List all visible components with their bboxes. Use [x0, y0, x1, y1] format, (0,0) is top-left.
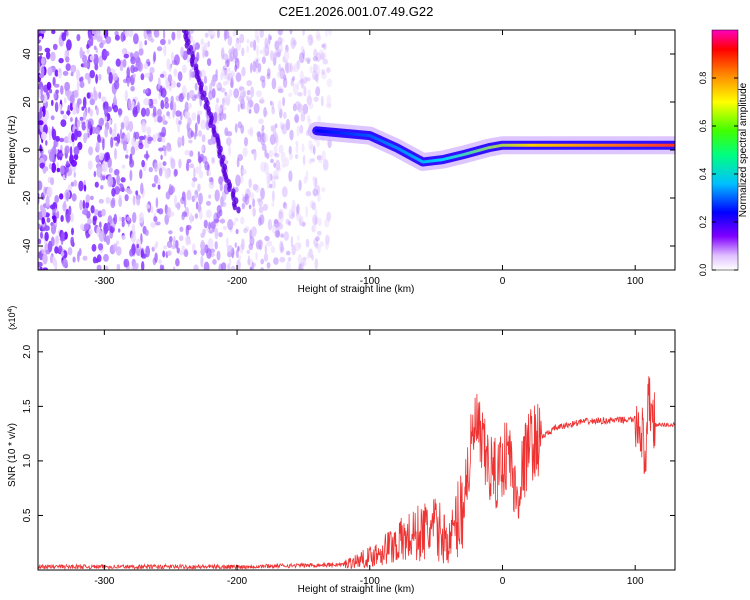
spectrogram-x-axis: -300 -200 -100 0 100 [94, 30, 644, 287]
snr-x-label: Height of straight line (km) [298, 584, 415, 595]
snr-x-axis: -300 -200 -100 0 100 [94, 330, 644, 587]
snr-y-tick-label: 1.5 [22, 399, 33, 413]
spectrogram-y-axis: -40 -20 0 20 40 [22, 48, 675, 253]
spectrogram-y-tick-label: -20 [22, 190, 33, 205]
colorbar-tick-label: 0.0 [698, 264, 708, 277]
snr-x-tick-label: -100 [360, 576, 380, 587]
spectrogram-x-tick-label: 0 [500, 276, 506, 287]
snr-multiplier-base: (x10 [7, 312, 17, 330]
spectrogram-x-tick-label: -200 [227, 276, 247, 287]
snr-multiplier-close: ) [7, 306, 17, 309]
svg-text:(x104): (x104) [7, 306, 18, 330]
snr-frame [37, 329, 676, 571]
snr-multiplier-exp: 4 [7, 308, 14, 312]
spectrogram-heatmap [38, 30, 675, 270]
snr-y-axis: 0.5 1.0 1.5 2.0 [22, 344, 675, 522]
colorbar-gradient [711, 29, 739, 271]
colorbar-tick-label: 0.6 [698, 120, 708, 133]
spectrogram-y-tick-label: 20 [22, 96, 33, 108]
colorbar-tick-label: 0.2 [698, 216, 708, 229]
snr-y-tick-label: 0.5 [22, 508, 33, 522]
snr-x-tick-label: 100 [627, 576, 644, 587]
snr-y-tick-label: 1.0 [22, 454, 33, 468]
colorbar-tick-label: 0.4 [698, 168, 708, 181]
spectrogram-x-tick-label: -100 [360, 276, 380, 287]
snr-series-line [38, 376, 675, 570]
colorbar-tick-label: 0.8 [698, 72, 708, 85]
snr-panel: -300 -200 -100 0 100 0.5 1.0 1.5 2.0 Height of … [7, 306, 676, 595]
snr-x-tick-label: -200 [227, 576, 247, 587]
snr-x-tick-label: -300 [94, 576, 114, 587]
snr-x-tick-label: 0 [500, 576, 506, 587]
spectrogram-y-label: Frequency (Hz) [7, 116, 18, 185]
snr-multiplier: (x104) [7, 306, 18, 330]
spectrogram-x-label: Height of straight line (km) [298, 284, 415, 295]
snr-y-label: SNR (10 * v/v) [7, 423, 18, 487]
spectrogram-y-tick-label: 40 [22, 48, 33, 60]
spectrogram-y-tick-label: 0 [22, 147, 33, 153]
snr-y-tick-label: 2.0 [22, 344, 33, 358]
spectrogram-x-tick-label: -300 [94, 276, 114, 287]
figure-title: C2E1.2026.001.07.49.G22 [279, 4, 434, 19]
colorbar: 0.0 0.2 0.4 0.6 0.8 Normalized spectral ampl… [698, 29, 749, 277]
colorbar-label: Normalized spectral amplitude [738, 82, 749, 217]
colorbar-ticks: 0.0 0.2 0.4 0.6 0.8 [698, 72, 738, 277]
spectrogram-y-tick-label: -40 [22, 238, 33, 253]
spectrogram-x-tick-label: 100 [627, 276, 644, 287]
